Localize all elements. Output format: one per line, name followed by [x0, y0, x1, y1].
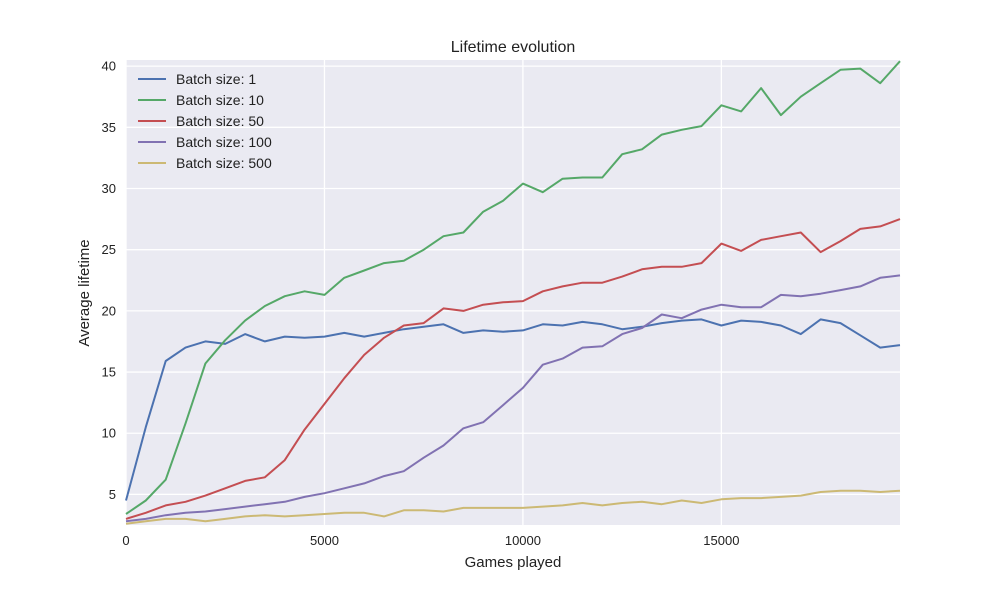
legend: Batch size: 1 Batch size: 10 Batch size: 5…: [138, 71, 272, 171]
series-lines: [125, 60, 901, 525]
series-line-2: [125, 60, 901, 515]
x-tick-label: 0: [122, 533, 129, 548]
y-tick-label: 20: [102, 303, 116, 318]
series-line-4: [125, 274, 901, 523]
x-tick-label: 10000: [505, 533, 541, 548]
y-tick-label: 10: [102, 426, 116, 441]
x-axis-label: Games played: [465, 554, 562, 571]
y-gridlines: [126, 65, 900, 496]
series-line-5: [125, 489, 901, 525]
legend-entry: Batch size: 10: [176, 92, 264, 108]
y-tick-label: 40: [102, 59, 116, 74]
y-tick-label: 15: [102, 365, 116, 380]
chart-title: Lifetime evolution: [451, 39, 576, 56]
y-tick-labels: 5 10 15 20 25 30 35 40: [102, 59, 116, 502]
x-tick-label: 15000: [703, 533, 739, 548]
y-tick-label: 30: [102, 181, 116, 196]
x-tick-label: 5000: [310, 533, 339, 548]
y-tick-label: 35: [102, 120, 116, 135]
x-gridlines: [125, 60, 723, 525]
plot-background: [126, 60, 900, 525]
y-axis-label: Average lifetime: [76, 239, 93, 346]
legend-entry: Batch size: 100: [176, 134, 272, 150]
series-line-3: [125, 218, 901, 520]
legend-entry: Batch size: 500: [176, 155, 272, 171]
x-tick-labels: 0 5000 10000 15000: [122, 533, 739, 548]
y-tick-label: 25: [102, 242, 116, 257]
legend-entry: Batch size: 50: [176, 113, 264, 129]
series-line-1: [125, 318, 901, 501]
y-tick-label: 5: [109, 487, 116, 502]
legend-entry: Batch size: 1: [176, 71, 256, 87]
